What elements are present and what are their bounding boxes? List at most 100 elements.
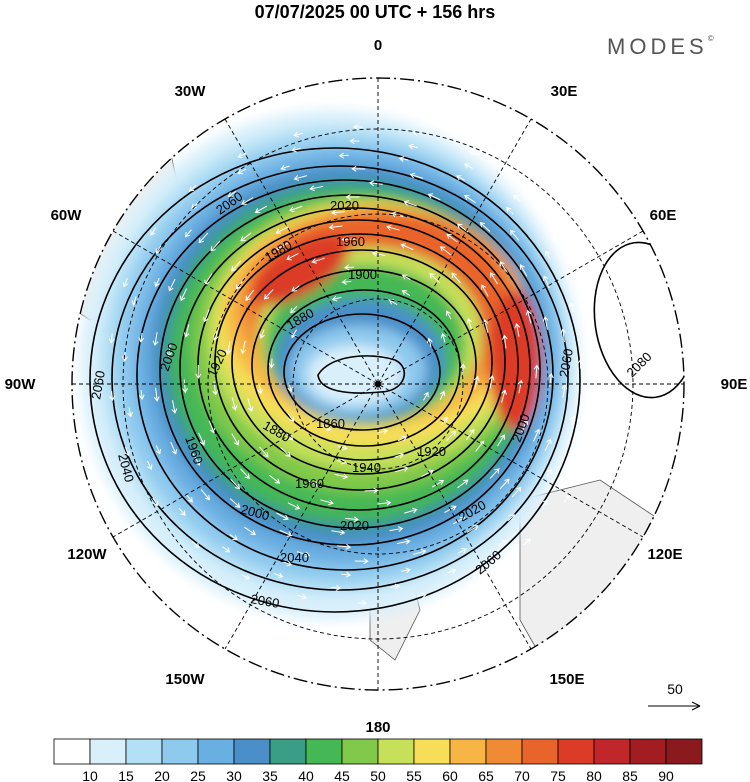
meridian-60w-120e xyxy=(112,230,644,538)
contour-2080 xyxy=(593,241,684,399)
colorbar-swatch xyxy=(449,738,487,765)
wind-arrow xyxy=(497,434,505,447)
wind-arrow xyxy=(293,175,308,181)
wind-arrow xyxy=(138,332,145,343)
contour-label: 2000 xyxy=(239,501,271,523)
wind-arrow xyxy=(240,340,247,355)
lon-label-150e: 150E xyxy=(549,671,584,688)
wind-arrow xyxy=(320,499,334,506)
wind-arrow xyxy=(457,479,469,489)
wind-arrow xyxy=(349,138,360,144)
wind-arrow xyxy=(542,316,549,330)
wind-arrow xyxy=(398,156,409,162)
colorbar-swatch xyxy=(521,738,559,765)
wind-arrow xyxy=(341,279,352,285)
meridian-30w-150e xyxy=(224,118,532,650)
wind-arrow xyxy=(331,529,346,536)
wind-arrow xyxy=(154,277,160,288)
wind-arrow xyxy=(290,305,298,314)
wind-arrow xyxy=(351,165,366,172)
wind-arrow xyxy=(109,391,116,401)
wind-arrow xyxy=(225,341,232,355)
brand-text: MODES xyxy=(607,34,708,59)
wind-arrow xyxy=(520,181,529,189)
wind-arrow xyxy=(289,205,303,213)
wind-arrow xyxy=(441,416,448,426)
wind-arrow xyxy=(108,333,115,344)
wind-arrow xyxy=(429,273,440,283)
lon-label-90e: 90E xyxy=(721,376,748,393)
wind-arrow xyxy=(591,442,598,453)
wind-arrow xyxy=(231,433,239,446)
wind-arrow xyxy=(378,428,389,435)
wind-arrow xyxy=(521,419,529,433)
contour-1840 xyxy=(317,355,406,394)
wind-arrow xyxy=(409,172,424,179)
wind-arrow xyxy=(309,185,324,192)
wind-arrow xyxy=(404,507,418,514)
lon-label-180: 180 xyxy=(365,719,390,736)
contour-label: 1900 xyxy=(348,267,377,282)
wind-arrow xyxy=(569,415,576,426)
wind-arrow xyxy=(569,302,575,312)
colorbar-swatch xyxy=(125,738,163,765)
vector-reference-label: 50 xyxy=(667,681,683,697)
wind-arrow xyxy=(230,478,241,490)
wind-arrow xyxy=(523,538,532,546)
lon-label-150w: 150W xyxy=(165,671,205,688)
wind-arrow xyxy=(208,420,216,434)
wind-arrow xyxy=(386,224,400,231)
colorbar-swatch xyxy=(593,738,631,765)
contour-2020a xyxy=(136,179,554,571)
wind-arrow xyxy=(124,446,130,457)
wind-arrow xyxy=(589,396,596,407)
meridian-30e-150w xyxy=(224,118,532,650)
wind-arrow xyxy=(605,386,612,397)
colorbar-swatch xyxy=(53,738,91,765)
lon-label-120w: 120W xyxy=(67,546,107,563)
colorbar-swatch xyxy=(557,738,595,765)
colorbar-tick-label: 75 xyxy=(550,768,566,782)
wind-arrow xyxy=(322,424,332,431)
colorbar-tick-label: 80 xyxy=(586,768,602,782)
wind-arrow xyxy=(296,551,311,558)
wind-arrow xyxy=(188,184,197,192)
contour-label: 2020 xyxy=(340,518,369,533)
wind-arrow xyxy=(439,390,446,400)
wind-arrow xyxy=(446,233,458,243)
wind-arrow xyxy=(400,243,414,251)
wind-arrow xyxy=(431,479,445,488)
wind-arrow xyxy=(183,324,190,338)
wind-arrow xyxy=(344,264,354,271)
lon-label-0: 0 xyxy=(374,37,382,54)
wind-arrow xyxy=(244,526,256,535)
wind-arrow xyxy=(427,193,441,201)
wind-arrow xyxy=(291,285,300,292)
wind-arrow xyxy=(150,227,157,236)
colorbar-swatch xyxy=(377,738,415,765)
wind-arrow xyxy=(455,175,465,181)
wind-arrow xyxy=(390,583,401,590)
wind-arrow xyxy=(377,499,392,506)
wind-arrow xyxy=(490,272,498,285)
wind-arrow xyxy=(229,498,241,508)
wind-arrow xyxy=(544,438,552,452)
map-boundary xyxy=(71,77,685,691)
contour-2040 xyxy=(111,165,569,591)
wind-arrow xyxy=(237,152,247,159)
wind-arrow xyxy=(447,568,457,574)
wind-arrow xyxy=(293,131,303,138)
wind-arrow xyxy=(192,453,201,466)
wind-arrow xyxy=(488,375,495,389)
wind-arrow xyxy=(423,391,429,401)
wind-arrow xyxy=(357,600,368,606)
wind-arrow xyxy=(501,334,508,349)
wind-arrow xyxy=(457,548,468,554)
wind-arrow xyxy=(200,489,210,501)
wind-arrow xyxy=(286,253,299,261)
wind-arrow xyxy=(186,494,193,503)
wind-arrow xyxy=(273,572,284,579)
contour-label: 2060 xyxy=(249,591,280,611)
wind-arrow xyxy=(572,450,578,460)
jet-max-north xyxy=(250,235,350,305)
